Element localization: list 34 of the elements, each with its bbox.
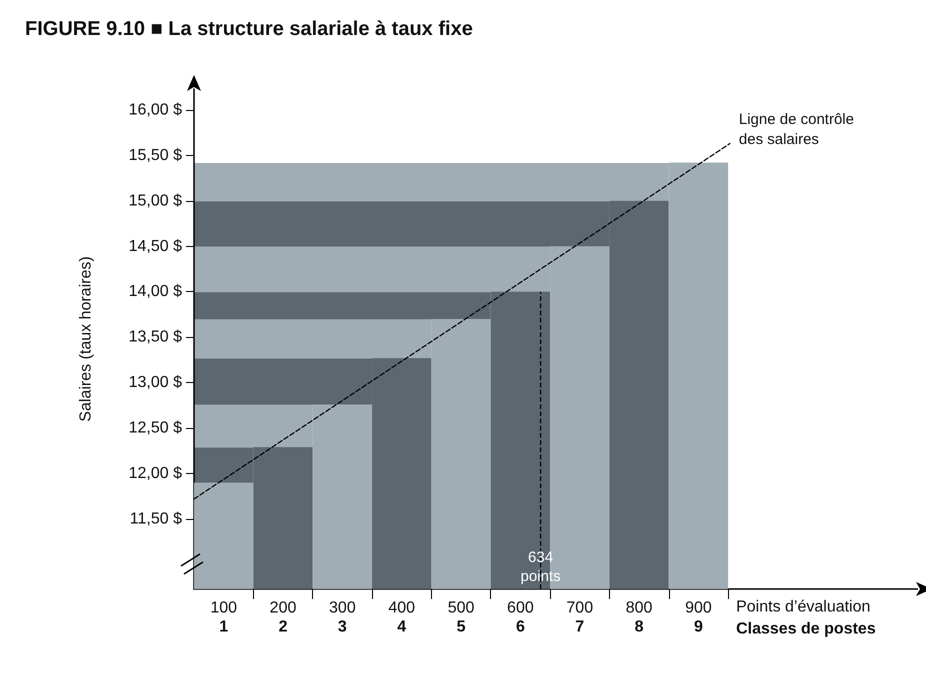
x-tick-label: 700 <box>566 600 594 616</box>
x2-tick-label: 3 <box>338 618 347 636</box>
y-tick-label: 15,00 $ <box>128 192 182 210</box>
y-tick-label: 12,50 $ <box>128 420 182 437</box>
ref-line-label: 634 points <box>520 549 561 585</box>
x-tick-label: 200 <box>270 600 296 616</box>
y-tick-label: 12,00 $ <box>128 465 182 482</box>
x2-tick-label: 4 <box>397 618 406 636</box>
x2-tick-label: 8 <box>634 618 644 636</box>
x2-tick-label: 7 <box>575 618 584 636</box>
x-tick-label: 900 <box>685 600 712 616</box>
y-tick-label: 13,50 $ <box>128 328 182 346</box>
x-tick-label: 800 <box>626 600 653 616</box>
x2-tick-label: 1 <box>219 618 228 636</box>
x-tick-label: 500 <box>448 600 474 616</box>
x2-axis-title: Classes de postes <box>736 620 876 638</box>
x-tick-label: 100 <box>210 600 238 616</box>
chart-title: FIGURE 9.10 ■ La structure salariale à taux fixe <box>25 18 473 40</box>
x-axis-title: Points d’évaluation <box>736 598 870 616</box>
y-tick-label: 14,50 $ <box>128 238 182 255</box>
y-tick-label: 14,00 $ <box>128 283 182 300</box>
x2-tick-label: 5 <box>456 618 466 636</box>
y-tick-label: 15,50 $ <box>128 146 182 164</box>
x-tick-label: 600 <box>507 600 534 616</box>
y-tick-label: 13,00 $ <box>128 374 182 392</box>
x2-tick-label: 6 <box>516 618 525 636</box>
series-label: Ligne de contrôle des salaires <box>738 111 858 148</box>
x-tick-label: 300 <box>329 600 356 616</box>
x-tick-label: 400 <box>388 600 416 616</box>
y-tick-label: 11,50 $ <box>130 510 182 528</box>
x2-tick-label: 2 <box>278 618 288 636</box>
x2-tick-label: 9 <box>694 618 703 636</box>
y-axis-title: Salaires (taux horaires) <box>78 256 94 422</box>
y-tick-label: 16,00 $ <box>128 101 182 118</box>
